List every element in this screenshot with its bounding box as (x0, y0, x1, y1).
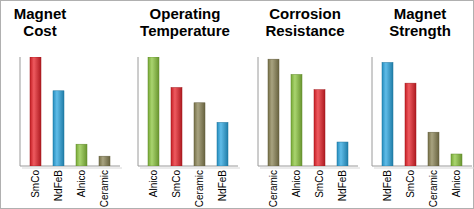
bar (314, 90, 325, 166)
bar (451, 154, 462, 166)
x-axis-shadow (22, 168, 122, 169)
bar (148, 57, 159, 166)
y-axis (20, 57, 21, 166)
x-axis-shadow (374, 168, 474, 169)
bar (337, 142, 348, 166)
panel: OperatingTemperature Alnico SmCo Ceramic NdF… (138, 5, 240, 207)
bar (76, 144, 87, 166)
x-axis-shadow (140, 168, 240, 169)
bars (30, 57, 110, 166)
category-label: Ceramic (194, 170, 205, 207)
chart-root: MagnetCostSmCoNdFeBAlnicoCeramicOperatin… (0, 0, 474, 209)
title-line: Temperature (140, 22, 230, 39)
y-axis (258, 57, 259, 166)
category-label: Ceramic (268, 170, 279, 207)
bar (428, 132, 439, 166)
category-label: SmCo (314, 170, 325, 198)
category-label: Alnico (76, 170, 87, 198)
bar (268, 59, 279, 166)
title-line: Corrosion (269, 5, 341, 22)
category-label: Alnico (148, 170, 159, 198)
bar (99, 156, 110, 166)
title-line: Operating (150, 5, 221, 22)
category-label: NdFeB (382, 170, 393, 201)
chart-title: CorrosionResistance (265, 5, 344, 39)
category-label: Ceramic (428, 170, 439, 207)
category-label: Alnico (451, 170, 462, 198)
title-line: Strength (389, 22, 451, 39)
bars (148, 57, 228, 166)
category-label: SmCo (405, 170, 416, 198)
category-label: NdFeB (217, 170, 228, 201)
chart-svg: MagnetCostSmCoNdFeBAlnicoCeramicOperatin… (0, 0, 474, 209)
category-label: SmCo (171, 170, 182, 198)
panel: CorrosionResistance Ceramic Alnico SmCo NdFe… (258, 5, 360, 207)
category-label: Alnico (291, 170, 302, 198)
chart-title: MagnetCost (14, 5, 67, 39)
category-label: SmCo (30, 170, 41, 198)
bar (382, 62, 393, 166)
bar (53, 91, 64, 166)
bar (217, 122, 228, 166)
title-line: Resistance (265, 22, 344, 39)
bar (405, 83, 416, 166)
bars (382, 62, 462, 166)
bars (268, 59, 348, 166)
panel: MagnetCost SmCo NdFeB Alnico Ceramic (14, 5, 122, 207)
chart-title: MagnetStrength (389, 5, 451, 39)
y-axis (372, 57, 373, 166)
title-line: Magnet (14, 5, 67, 22)
bar (30, 57, 41, 166)
category-label: NdFeB (53, 170, 64, 201)
title-line: Cost (23, 22, 56, 39)
bar (171, 88, 182, 166)
title-line: Magnet (394, 5, 447, 22)
category-label: NdFeB (337, 170, 348, 201)
outer-frame (1, 1, 474, 209)
chart-title: OperatingTemperature (140, 5, 230, 39)
bar (291, 74, 302, 166)
panel: MagnetStrength NdFeB SmCo Ceramic Alnico (372, 5, 474, 207)
bar (194, 103, 205, 166)
x-axis-shadow (260, 168, 360, 169)
y-axis (138, 57, 139, 166)
category-label: Ceramic (99, 170, 110, 207)
